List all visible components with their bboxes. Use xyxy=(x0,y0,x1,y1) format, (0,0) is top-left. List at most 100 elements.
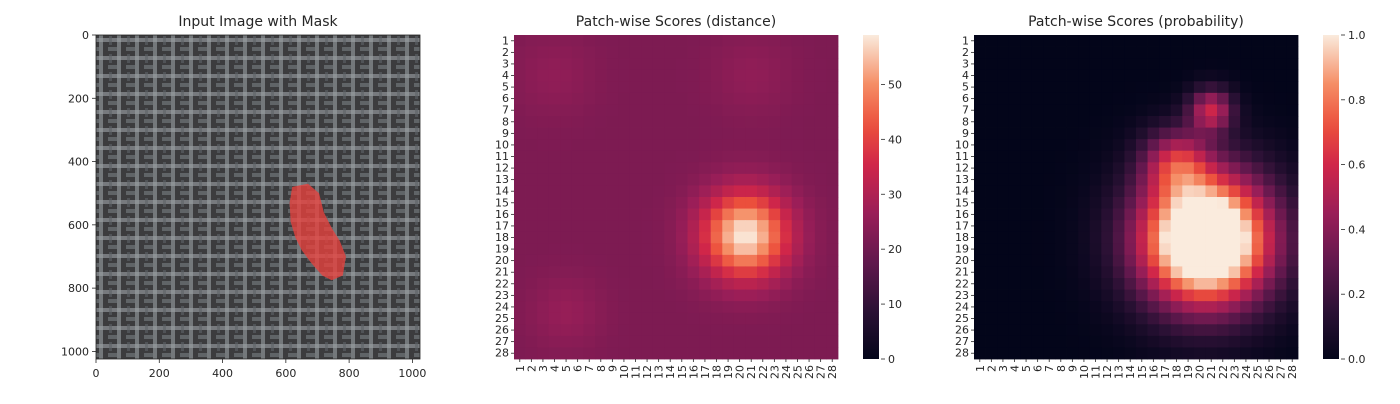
heatmap-cell xyxy=(791,266,804,279)
heatmap-cell xyxy=(548,35,561,47)
heatmap-cell xyxy=(618,231,631,244)
heatmap-cell xyxy=(1159,116,1172,128)
heatmap-cell xyxy=(1274,266,1287,279)
heatmap-cell xyxy=(1124,81,1137,94)
heatmap-cell xyxy=(606,266,619,279)
heatmap-cell xyxy=(757,335,769,348)
heatmap-cell xyxy=(1055,173,1067,186)
heatmap-cell xyxy=(985,347,998,360)
heatmap-cell xyxy=(571,335,584,348)
heatmap-cell xyxy=(676,301,688,314)
heatmap-cell xyxy=(1055,69,1067,82)
heatmap-cell xyxy=(1089,69,1102,82)
heatmap-cell xyxy=(664,324,677,337)
heatmap-cell xyxy=(826,254,839,267)
heatmap-cell xyxy=(1170,347,1183,360)
heatmap-cell xyxy=(733,266,746,279)
row-tick-label: 22 xyxy=(495,277,509,290)
heatmap-cell xyxy=(1078,347,1091,360)
heatmap-cell xyxy=(757,58,769,71)
heatmap-cell xyxy=(757,69,769,82)
x-tick-label: 800 xyxy=(339,367,360,380)
heatmap-cell xyxy=(1205,243,1218,256)
heatmap-cell xyxy=(1274,116,1287,128)
row-tick-label: 1 xyxy=(502,34,509,47)
heatmap-cell xyxy=(1193,301,1206,314)
heatmap-cell xyxy=(618,301,631,314)
heatmap-cell xyxy=(1078,301,1091,314)
heatmap-cell xyxy=(629,289,642,302)
heatmap-cell xyxy=(618,324,631,337)
heatmap-cell xyxy=(699,116,712,128)
heatmap-cell xyxy=(606,69,619,82)
heatmap-cell xyxy=(1101,150,1114,163)
heatmap-cell xyxy=(606,173,619,186)
heatmap-cell xyxy=(687,46,700,59)
heatmap-cell xyxy=(641,254,654,267)
heatmap-cell xyxy=(514,69,526,82)
heatmap-cell xyxy=(997,92,1010,105)
heatmap-cell xyxy=(699,231,712,244)
heatmap-cell xyxy=(814,231,827,244)
heatmap-cell xyxy=(733,278,746,290)
heatmap-cell xyxy=(1089,347,1102,360)
heatmap-cell xyxy=(1020,127,1033,140)
heatmap-cell xyxy=(1274,254,1287,267)
heatmap-cell xyxy=(1228,254,1241,267)
heatmap-cell xyxy=(803,150,816,163)
heatmap-cell xyxy=(664,231,677,244)
x-tick-label: 200 xyxy=(149,367,170,380)
heatmap-cell xyxy=(699,81,712,94)
heatmap-cell xyxy=(1136,116,1148,128)
heatmap-cell xyxy=(514,104,526,117)
heatmap-cell xyxy=(997,58,1010,71)
heatmap-cell xyxy=(1055,243,1067,256)
heatmap-cell xyxy=(1078,254,1091,267)
heatmap-cell xyxy=(664,220,677,233)
heatmap-cell xyxy=(548,58,561,71)
heatmap-cell xyxy=(1124,127,1137,140)
heatmap-cell xyxy=(768,116,781,128)
heatmap-cell xyxy=(537,185,550,198)
heatmap-cell xyxy=(1055,289,1067,302)
heatmap-cell xyxy=(814,162,827,175)
heatmap-cell xyxy=(548,347,561,360)
heatmap-cell xyxy=(537,139,550,152)
heatmap-cell xyxy=(1205,92,1218,105)
heatmap-cell xyxy=(1217,243,1229,256)
heatmap-cell xyxy=(1182,243,1195,256)
heatmap-cell xyxy=(641,347,654,360)
heatmap-cell xyxy=(1043,347,1056,360)
heatmap-cell xyxy=(780,116,793,128)
heatmap-cell xyxy=(1066,301,1079,314)
heatmap-cell xyxy=(1263,58,1276,71)
heatmap-cell xyxy=(1136,197,1148,209)
row-tick-label: 27 xyxy=(495,335,509,348)
heatmap-cell xyxy=(525,347,538,360)
heatmap-cell xyxy=(722,162,735,175)
heatmap-cell xyxy=(595,46,607,59)
heatmap-cell xyxy=(687,220,700,233)
heatmap-cell xyxy=(537,116,550,128)
heatmap-cell xyxy=(676,347,688,360)
heatmap-cell xyxy=(560,46,573,59)
heatmap-cell xyxy=(1286,220,1299,233)
heatmap-cell xyxy=(1147,81,1160,94)
heatmap-cell xyxy=(1228,185,1241,198)
heatmap-cell xyxy=(722,58,735,71)
heatmap-cell xyxy=(595,116,607,128)
heatmap-cell xyxy=(826,127,839,140)
heatmap-cell xyxy=(1274,35,1287,47)
heatmap-cell xyxy=(1089,278,1102,290)
heatmap-cell xyxy=(514,127,526,140)
heatmap-cell xyxy=(1101,92,1114,105)
heatmap-cell xyxy=(1286,197,1299,209)
heatmap-cell xyxy=(745,197,758,209)
heatmap-cell xyxy=(1136,243,1148,256)
heatmap-cell xyxy=(745,185,758,198)
heatmap-cell xyxy=(583,289,596,302)
heatmap-cell xyxy=(1089,139,1102,152)
heatmap-cell xyxy=(814,197,827,209)
heatmap-cell xyxy=(1205,104,1218,117)
heatmap-cell xyxy=(826,347,839,360)
